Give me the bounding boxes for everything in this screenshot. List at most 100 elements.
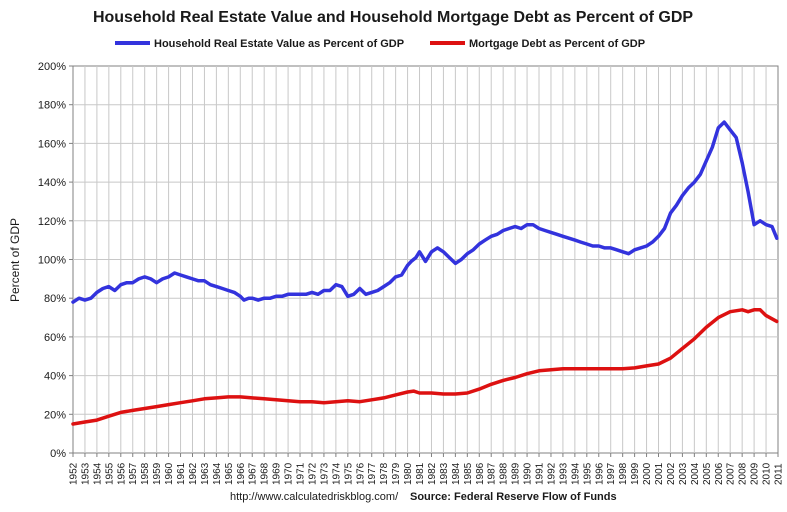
point-mortgage [466, 392, 468, 394]
point-real-estate [729, 129, 731, 131]
x-tick-label: 1999 [630, 462, 641, 485]
x-tick-label: 1986 [475, 462, 486, 485]
point-real-estate [514, 226, 516, 228]
x-tick-label: 2010 [762, 462, 773, 485]
point-real-estate [120, 284, 122, 286]
point-mortgage [622, 368, 624, 370]
source-note: Source: Federal Reserve Flow of Funds [410, 491, 617, 503]
point-real-estate [365, 293, 367, 295]
point-mortgage [598, 368, 600, 370]
point-real-estate [248, 297, 250, 299]
point-real-estate [323, 290, 325, 291]
point-real-estate [126, 282, 128, 284]
point-real-estate [675, 204, 677, 206]
x-tick-label: 1954 [92, 462, 103, 485]
point-real-estate [96, 291, 98, 293]
x-tick-label: 1994 [570, 462, 581, 485]
x-tick-label: 1989 [511, 462, 522, 485]
point-real-estate [628, 253, 630, 255]
x-tick-label: 1991 [535, 462, 546, 485]
point-real-estate [251, 297, 253, 299]
point-real-estate [215, 286, 217, 288]
point-real-estate [162, 278, 164, 280]
x-tick-label: 1973 [319, 462, 330, 485]
y-tick-label: 200% [38, 61, 66, 73]
point-real-estate [293, 293, 295, 295]
legend-label-mortgage: Mortgage Debt as Percent of GDP [469, 38, 645, 50]
x-tick-label: 1979 [391, 462, 402, 485]
point-real-estate [741, 162, 743, 164]
point-real-estate [341, 286, 343, 288]
point-real-estate [415, 257, 417, 259]
point-real-estate [693, 181, 695, 183]
point-mortgage [634, 367, 636, 369]
point-real-estate [472, 249, 474, 251]
point-real-estate [640, 247, 642, 249]
point-real-estate [335, 284, 337, 286]
x-tick-label: 1963 [200, 462, 211, 485]
point-mortgage [251, 397, 253, 399]
point-real-estate [410, 260, 412, 262]
x-tick-label: 1964 [212, 462, 223, 485]
point-mortgage [275, 399, 277, 401]
point-real-estate [198, 280, 199, 282]
point-real-estate [460, 259, 462, 260]
y-tick-label: 80% [44, 293, 66, 305]
point-real-estate [490, 235, 492, 237]
point-mortgage [407, 391, 409, 393]
x-tick-label: 1956 [116, 462, 127, 485]
point-real-estate [84, 299, 86, 301]
point-mortgage [96, 419, 98, 421]
x-tick-label: 1997 [606, 462, 617, 485]
x-tick-label: 1968 [260, 462, 271, 485]
x-tick-label: 1984 [451, 462, 462, 485]
point-mortgage [502, 379, 504, 381]
point-real-estate [90, 297, 92, 299]
point-real-estate [138, 278, 140, 280]
point-real-estate [436, 247, 438, 249]
point-mortgage [395, 394, 397, 396]
x-tick-label: 1961 [176, 462, 187, 485]
x-tick-label: 1976 [355, 462, 366, 485]
point-real-estate [227, 290, 229, 291]
x-tick-label: 1995 [582, 462, 593, 485]
legend: Household Real Estate Value as Percent o… [115, 38, 645, 50]
point-real-estate [203, 280, 205, 282]
point-mortgage [299, 401, 301, 403]
x-tick-label: 1965 [224, 462, 235, 485]
x-tick-label: 2002 [666, 462, 677, 485]
x-tick-label: 2001 [654, 462, 665, 485]
point-real-estate [269, 297, 271, 299]
point-real-estate [186, 276, 187, 278]
point-mortgage [120, 411, 122, 413]
x-tick-label: 1953 [80, 462, 91, 485]
point-mortgage [359, 401, 361, 403]
point-mortgage [765, 315, 767, 317]
point-real-estate [658, 235, 659, 237]
point-real-estate [753, 224, 755, 226]
point-mortgage [203, 398, 205, 400]
point-mortgage [442, 393, 444, 395]
point-real-estate [478, 243, 480, 245]
point-real-estate [281, 295, 283, 297]
point-mortgage [335, 401, 337, 403]
source-url: http://www.calculatedriskblog.com/ [230, 491, 399, 503]
point-real-estate [622, 251, 624, 253]
point-mortgage [586, 368, 588, 370]
point-mortgage [693, 338, 695, 340]
point-mortgage [371, 399, 373, 401]
y-tick-label: 0% [50, 448, 66, 460]
point-real-estate [580, 241, 582, 243]
point-real-estate [466, 253, 468, 255]
point-real-estate [383, 286, 385, 288]
x-tick-label: 2009 [750, 462, 761, 485]
point-mortgage [729, 311, 731, 313]
point-real-estate [747, 191, 749, 193]
point-real-estate [389, 282, 391, 284]
point-mortgage [478, 388, 480, 390]
x-tick-label: 1977 [367, 462, 378, 485]
grid [73, 66, 778, 453]
point-mortgage [776, 320, 778, 322]
point-real-estate [305, 293, 307, 295]
point-real-estate [377, 290, 379, 291]
